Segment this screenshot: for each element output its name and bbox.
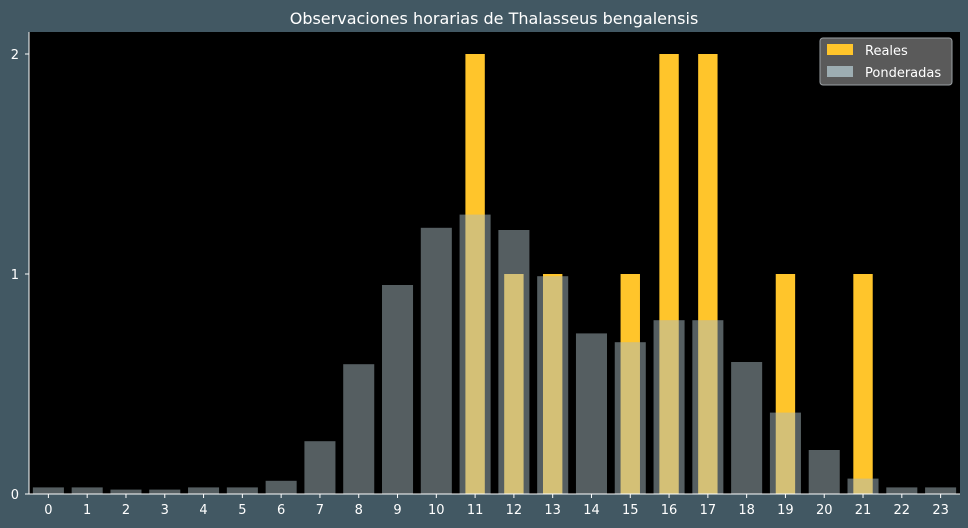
bar-ponderadas-20 xyxy=(808,450,840,494)
x-tick-label-14: 14 xyxy=(583,503,600,518)
x-tick-label-5: 5 xyxy=(238,503,246,518)
x-tick-label-8: 8 xyxy=(355,503,363,518)
bar-ponderadas-22 xyxy=(886,487,918,494)
bar-ponderadas-7 xyxy=(304,441,336,494)
bar-ponderadas-23 xyxy=(925,487,957,494)
bar-ponderadas-0 xyxy=(32,487,64,494)
bar-ponderadas-18 xyxy=(731,362,763,494)
x-tick-label-6: 6 xyxy=(277,503,285,518)
bar-ponderadas-3 xyxy=(149,489,181,494)
legend-label-reales: Reales xyxy=(865,44,908,59)
x-tick-label-18: 18 xyxy=(738,503,755,518)
x-tick-label-1: 1 xyxy=(83,503,91,518)
legend-label-ponderadas: Ponderadas xyxy=(865,66,941,81)
bar-ponderadas-5 xyxy=(226,487,258,494)
x-tick-label-19: 19 xyxy=(777,503,794,518)
plot-area xyxy=(29,32,960,494)
bar-ponderadas-2 xyxy=(110,489,142,494)
bar-ponderadas-1 xyxy=(71,487,103,494)
x-tick-label-10: 10 xyxy=(428,503,445,518)
legend-swatch-reales xyxy=(827,44,853,55)
y-tick-label-1: 1 xyxy=(11,268,19,283)
bar-ponderadas-16 xyxy=(653,320,685,494)
bar-ponderadas-13 xyxy=(537,276,569,494)
bar-ponderadas-15 xyxy=(614,342,646,494)
x-tick-label-21: 21 xyxy=(855,503,872,518)
x-tick-label-4: 4 xyxy=(199,503,207,518)
x-tick-label-12: 12 xyxy=(506,503,523,518)
bar-ponderadas-14 xyxy=(575,333,607,494)
x-tick-label-2: 2 xyxy=(122,503,130,518)
x-tick-label-23: 23 xyxy=(932,503,949,518)
x-tick-label-22: 22 xyxy=(894,503,911,518)
x-tick-label-17: 17 xyxy=(700,503,717,518)
bars-layer xyxy=(32,54,957,495)
bar-ponderadas-4 xyxy=(188,487,220,494)
bar-ponderadas-19 xyxy=(769,412,801,494)
bar-ponderadas-10 xyxy=(420,227,452,495)
x-tick-label-20: 20 xyxy=(816,503,833,518)
bar-ponderadas-9 xyxy=(382,285,414,494)
legend: Reales Ponderadas xyxy=(819,37,953,86)
x-tick-label-15: 15 xyxy=(622,503,639,518)
x-tick-label-16: 16 xyxy=(661,503,678,518)
bar-ponderadas-6 xyxy=(265,480,297,494)
bar-ponderadas-12 xyxy=(498,230,530,494)
legend-swatch-ponderadas xyxy=(827,66,853,77)
x-tick-label-7: 7 xyxy=(316,503,324,518)
x-tick-label-9: 9 xyxy=(393,503,401,518)
axes-layer: 0 1 2 3 4 5 6 7 8 9 10 11 12 13 14 15 16 17 18 19 20 21 22 2301… xyxy=(11,32,960,518)
x-tick-label-13: 13 xyxy=(544,503,561,518)
bar-ponderadas-8 xyxy=(343,364,375,494)
bar-ponderadas-21 xyxy=(847,478,879,494)
x-tick-label-3: 3 xyxy=(161,503,169,518)
bar-reales-21 xyxy=(853,274,873,494)
y-tick-label-0: 0 xyxy=(11,488,19,503)
bar-ponderadas-11 xyxy=(459,214,491,494)
chart-title: Observaciones horarias de Thalasseus ben… xyxy=(290,9,699,28)
x-tick-label-0: 0 xyxy=(44,503,52,518)
bar-ponderadas-17 xyxy=(692,320,724,494)
y-tick-label-2: 2 xyxy=(11,48,19,63)
x-tick-label-11: 11 xyxy=(467,503,484,518)
